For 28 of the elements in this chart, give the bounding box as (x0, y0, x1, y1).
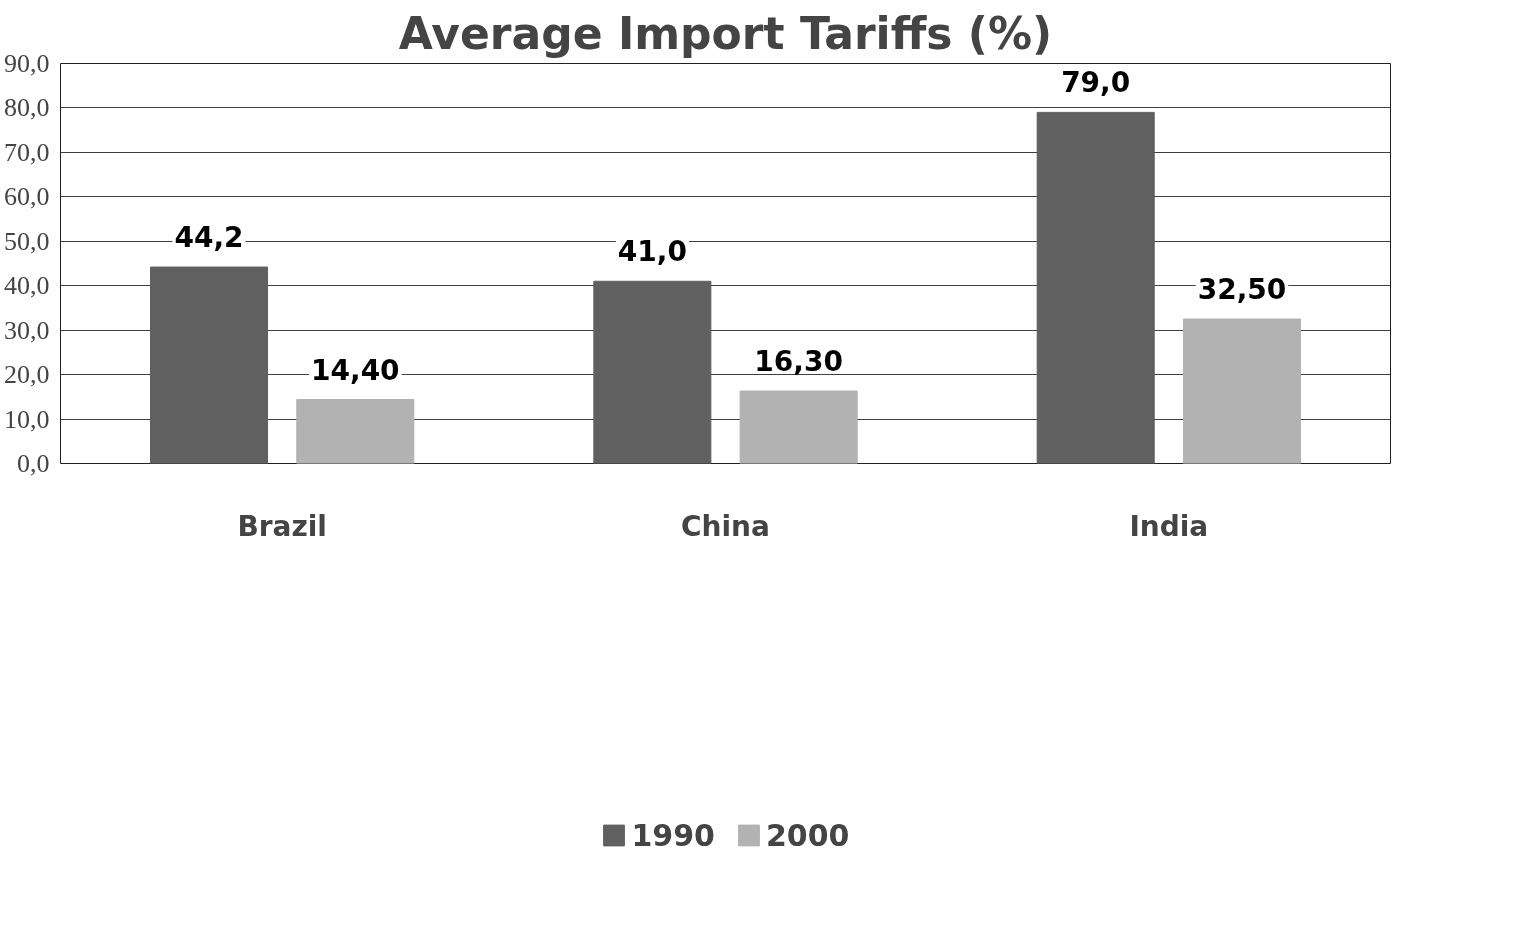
bar (1182, 318, 1301, 464)
bar (150, 266, 269, 464)
x-tick-label: Brazil (237, 509, 327, 543)
data-label: 14,40 (311, 353, 400, 387)
y-tick-label: 80,0 (4, 93, 50, 123)
chart-title: Average Import Tariffs (%) (398, 7, 1053, 59)
bar (593, 280, 712, 464)
legend-label: 1990 (631, 817, 715, 853)
data-label: 44,2 (174, 221, 244, 255)
y-tick-label: 0,0 (17, 449, 50, 478)
y-tick-label: 50,0 (4, 226, 50, 256)
x-tick-label: China (681, 509, 770, 543)
data-label: 16,30 (754, 345, 843, 379)
bar (296, 399, 415, 464)
data-label: 41,0 (617, 235, 687, 269)
y-tick-label: 60,0 (4, 182, 50, 212)
data-label: 32,50 (1197, 273, 1287, 307)
x-tick-label: India (1129, 509, 1209, 543)
y-tick-label: 40,0 (4, 271, 50, 301)
y-tick-label: 30,0 (4, 315, 50, 345)
y-tick-label: 90,0 (4, 49, 50, 78)
bar (1036, 111, 1155, 464)
y-tick-label: 70,0 (4, 137, 50, 167)
legend-label: 2000 (766, 817, 850, 853)
y-tick-label: 10,0 (4, 404, 50, 434)
data-label: 79,0 (1061, 66, 1131, 100)
y-tick-label: 20,0 (4, 360, 50, 390)
bar (739, 390, 858, 464)
